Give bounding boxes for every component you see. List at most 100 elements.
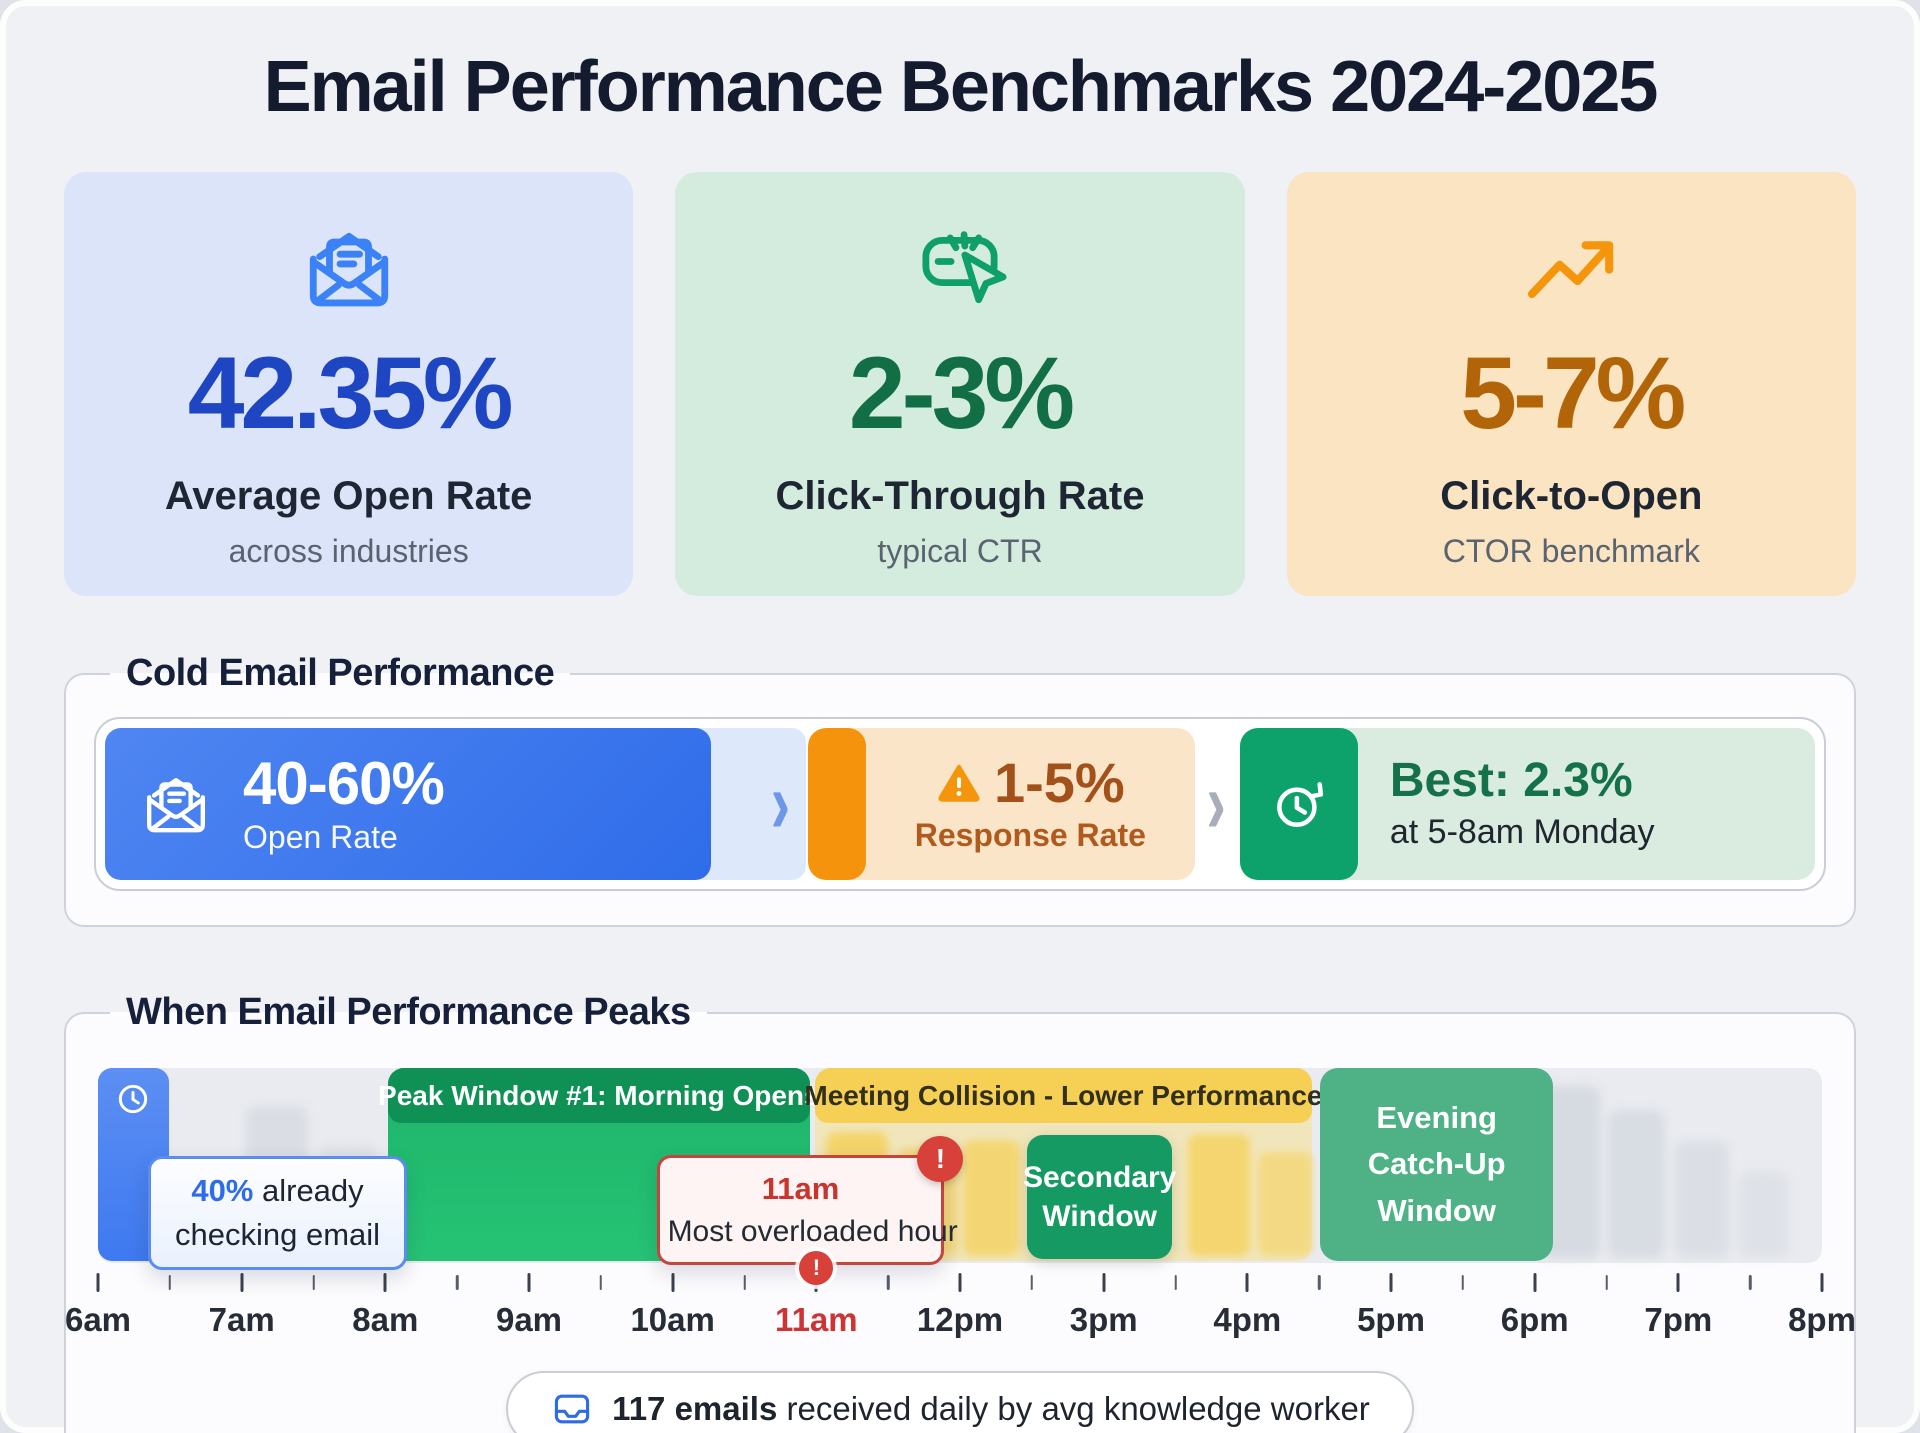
axis-label-7am: 7am <box>208 1301 275 1338</box>
axis-minor-tick <box>168 1275 172 1290</box>
axis-label-8am: 8am <box>352 1301 419 1338</box>
secondary-window-label: Window <box>1042 1200 1157 1233</box>
activity-bar <box>1608 1109 1666 1258</box>
open-rate-label: Open Rate <box>243 819 398 855</box>
axis-label-8pm: 8pm <box>1788 1301 1856 1338</box>
daily-emails-rest: received daily by avg knowledge worker <box>777 1390 1370 1427</box>
stat-sublabel: typical CTR <box>877 533 1043 569</box>
trend-up-icon <box>1287 216 1856 320</box>
axis-tick <box>240 1273 244 1292</box>
axis-tick <box>1102 1273 1106 1292</box>
axis-minor-tick <box>1174 1275 1177 1290</box>
secondary-window-block: Secondary Window <box>1023 1135 1176 1259</box>
meeting-collision-label: Meeting Collision - Lower Performance <box>804 1068 1322 1123</box>
evening-window-label: Catch-Up <box>1367 1146 1506 1182</box>
activity-bar <box>1675 1141 1729 1258</box>
axis-minor-tick <box>599 1275 603 1290</box>
open-rate-box: 40-60% Open Rate <box>105 728 712 880</box>
collision-bar <box>963 1140 1021 1256</box>
cold-email-flow: 40-60% Open Rate › <box>94 717 1826 891</box>
history-clock-icon <box>1239 728 1358 880</box>
stat-label: Click-Through Rate <box>775 474 1145 518</box>
axis-tick <box>1245 1273 1249 1292</box>
axis-tick <box>1389 1273 1393 1292</box>
inbox-icon <box>550 1387 594 1431</box>
best-time-step: Best: 2.3% at 5-8am Monday <box>1239 728 1815 880</box>
peaks-section-title: When Email Performance Peaks <box>126 991 691 1033</box>
axis-label-6am: 6am <box>64 1301 132 1338</box>
open-rate-step: 40-60% Open Rate › <box>105 728 807 880</box>
stat-sublabel: across industries <box>228 533 469 569</box>
axis-label-4pm: 4pm <box>1213 1301 1282 1338</box>
axis-tick <box>527 1273 531 1292</box>
response-rate-step: 1-5% Response Rate <box>808 728 1195 880</box>
collision-bar <box>1187 1134 1250 1256</box>
best-time-value: Best: 2.3% <box>1389 754 1633 808</box>
stat-label: Click-to-Open <box>1440 474 1703 518</box>
stat-label: Average Open Rate <box>164 474 533 518</box>
timeline-chart: Peak Window #1: Morning Opens Meeting Co… <box>98 1068 1822 1285</box>
open-rate-value: 40-60% <box>243 750 445 817</box>
open-envelope-icon <box>64 216 633 320</box>
stat-value: 42.35% <box>187 336 514 450</box>
axis-label-7pm: 7pm <box>1644 1301 1713 1338</box>
peaks-section: When Email Performance Peaks Peak Window… <box>64 991 1856 1433</box>
axis-label-6pm: 6pm <box>1500 1301 1569 1338</box>
axis-minor-tick <box>1317 1275 1321 1290</box>
collision-bar <box>1258 1152 1314 1256</box>
checking-email-text2: checking email <box>174 1217 381 1253</box>
response-rate-label: Response Rate <box>914 816 1146 853</box>
overload-time: 11am <box>761 1171 840 1206</box>
daily-emails-stat: 117 emails received daily by avg knowled… <box>506 1371 1414 1433</box>
orange-accent-bar <box>808 728 867 880</box>
axis-tick <box>671 1273 675 1292</box>
axis-minor-tick <box>1748 1275 1752 1290</box>
axis-label-5pm: 5pm <box>1357 1301 1425 1338</box>
alert-icon: ! <box>917 1136 964 1182</box>
checking-email-callout: 40% already checking email <box>147 1156 408 1271</box>
axis-label-11am: 11am <box>775 1301 858 1338</box>
axis-minor-tick <box>312 1275 315 1290</box>
cold-email-section-title: Cold Email Performance <box>126 652 555 694</box>
axis-minor-tick <box>1030 1275 1034 1290</box>
axis-label-10am: 10am <box>630 1301 715 1338</box>
axis-tick <box>96 1273 100 1292</box>
timeline-axis-labels: 6am 7am 8am 9am 10am 11am 12pm 3pm 4pm 5… <box>65 1301 1856 1345</box>
stat-cards-row: 42.35% Average Open Rate across industri… <box>64 172 1856 596</box>
stat-value: 5-7% <box>1460 336 1686 450</box>
cold-email-section: Cold Email Performance <box>64 652 1856 927</box>
axis-tick <box>383 1273 387 1292</box>
clock-icon <box>112 1078 154 1261</box>
daily-emails-text: 117 emails received daily by avg knowled… <box>612 1390 1370 1428</box>
activity-bar <box>1739 1172 1790 1258</box>
secondary-window-label: Secondary <box>1022 1161 1177 1194</box>
checking-email-percent: 40% <box>191 1173 254 1208</box>
timeline-axis <box>96 1271 1824 1297</box>
axis-minor-tick <box>1605 1275 1608 1290</box>
warning-triangle-icon <box>936 760 982 806</box>
axis-minor-tick <box>455 1275 459 1290</box>
axis-minor-tick <box>1461 1275 1465 1290</box>
stat-value: 2-3% <box>848 336 1075 450</box>
alert-icon: ! <box>799 1251 834 1285</box>
stat-card-ctr: 2-3% Click-Through Rate typical CTR <box>675 172 1245 596</box>
overload-callout: 11am Most overloaded hour ! <box>656 1136 964 1266</box>
checking-email-text: already <box>253 1173 364 1208</box>
evening-window-block: Evening Catch-Up Window <box>1320 1068 1554 1261</box>
evening-window-label: Window <box>1377 1192 1496 1228</box>
best-time-label: at 5-8am Monday <box>1389 812 1655 851</box>
envelope-icon <box>137 765 215 843</box>
axis-tick <box>1820 1273 1824 1292</box>
axis-tick <box>958 1273 962 1292</box>
evening-window-label: Evening <box>1376 1099 1497 1135</box>
daily-emails-count: 117 emails <box>612 1390 778 1427</box>
axis-label-9am: 9am <box>495 1301 563 1338</box>
peak-window-label: Peak Window #1: Morning Opens <box>378 1068 820 1123</box>
axis-minor-tick <box>743 1275 746 1290</box>
axis-tick <box>1676 1273 1680 1292</box>
stat-card-open-rate: 42.35% Average Open Rate across industri… <box>64 172 634 596</box>
page-title: Email Performance Benchmarks 2024-2025 <box>263 47 1659 127</box>
axis-label-12pm: 12pm <box>916 1301 1004 1338</box>
stat-sublabel: CTOR benchmark <box>1442 533 1700 569</box>
